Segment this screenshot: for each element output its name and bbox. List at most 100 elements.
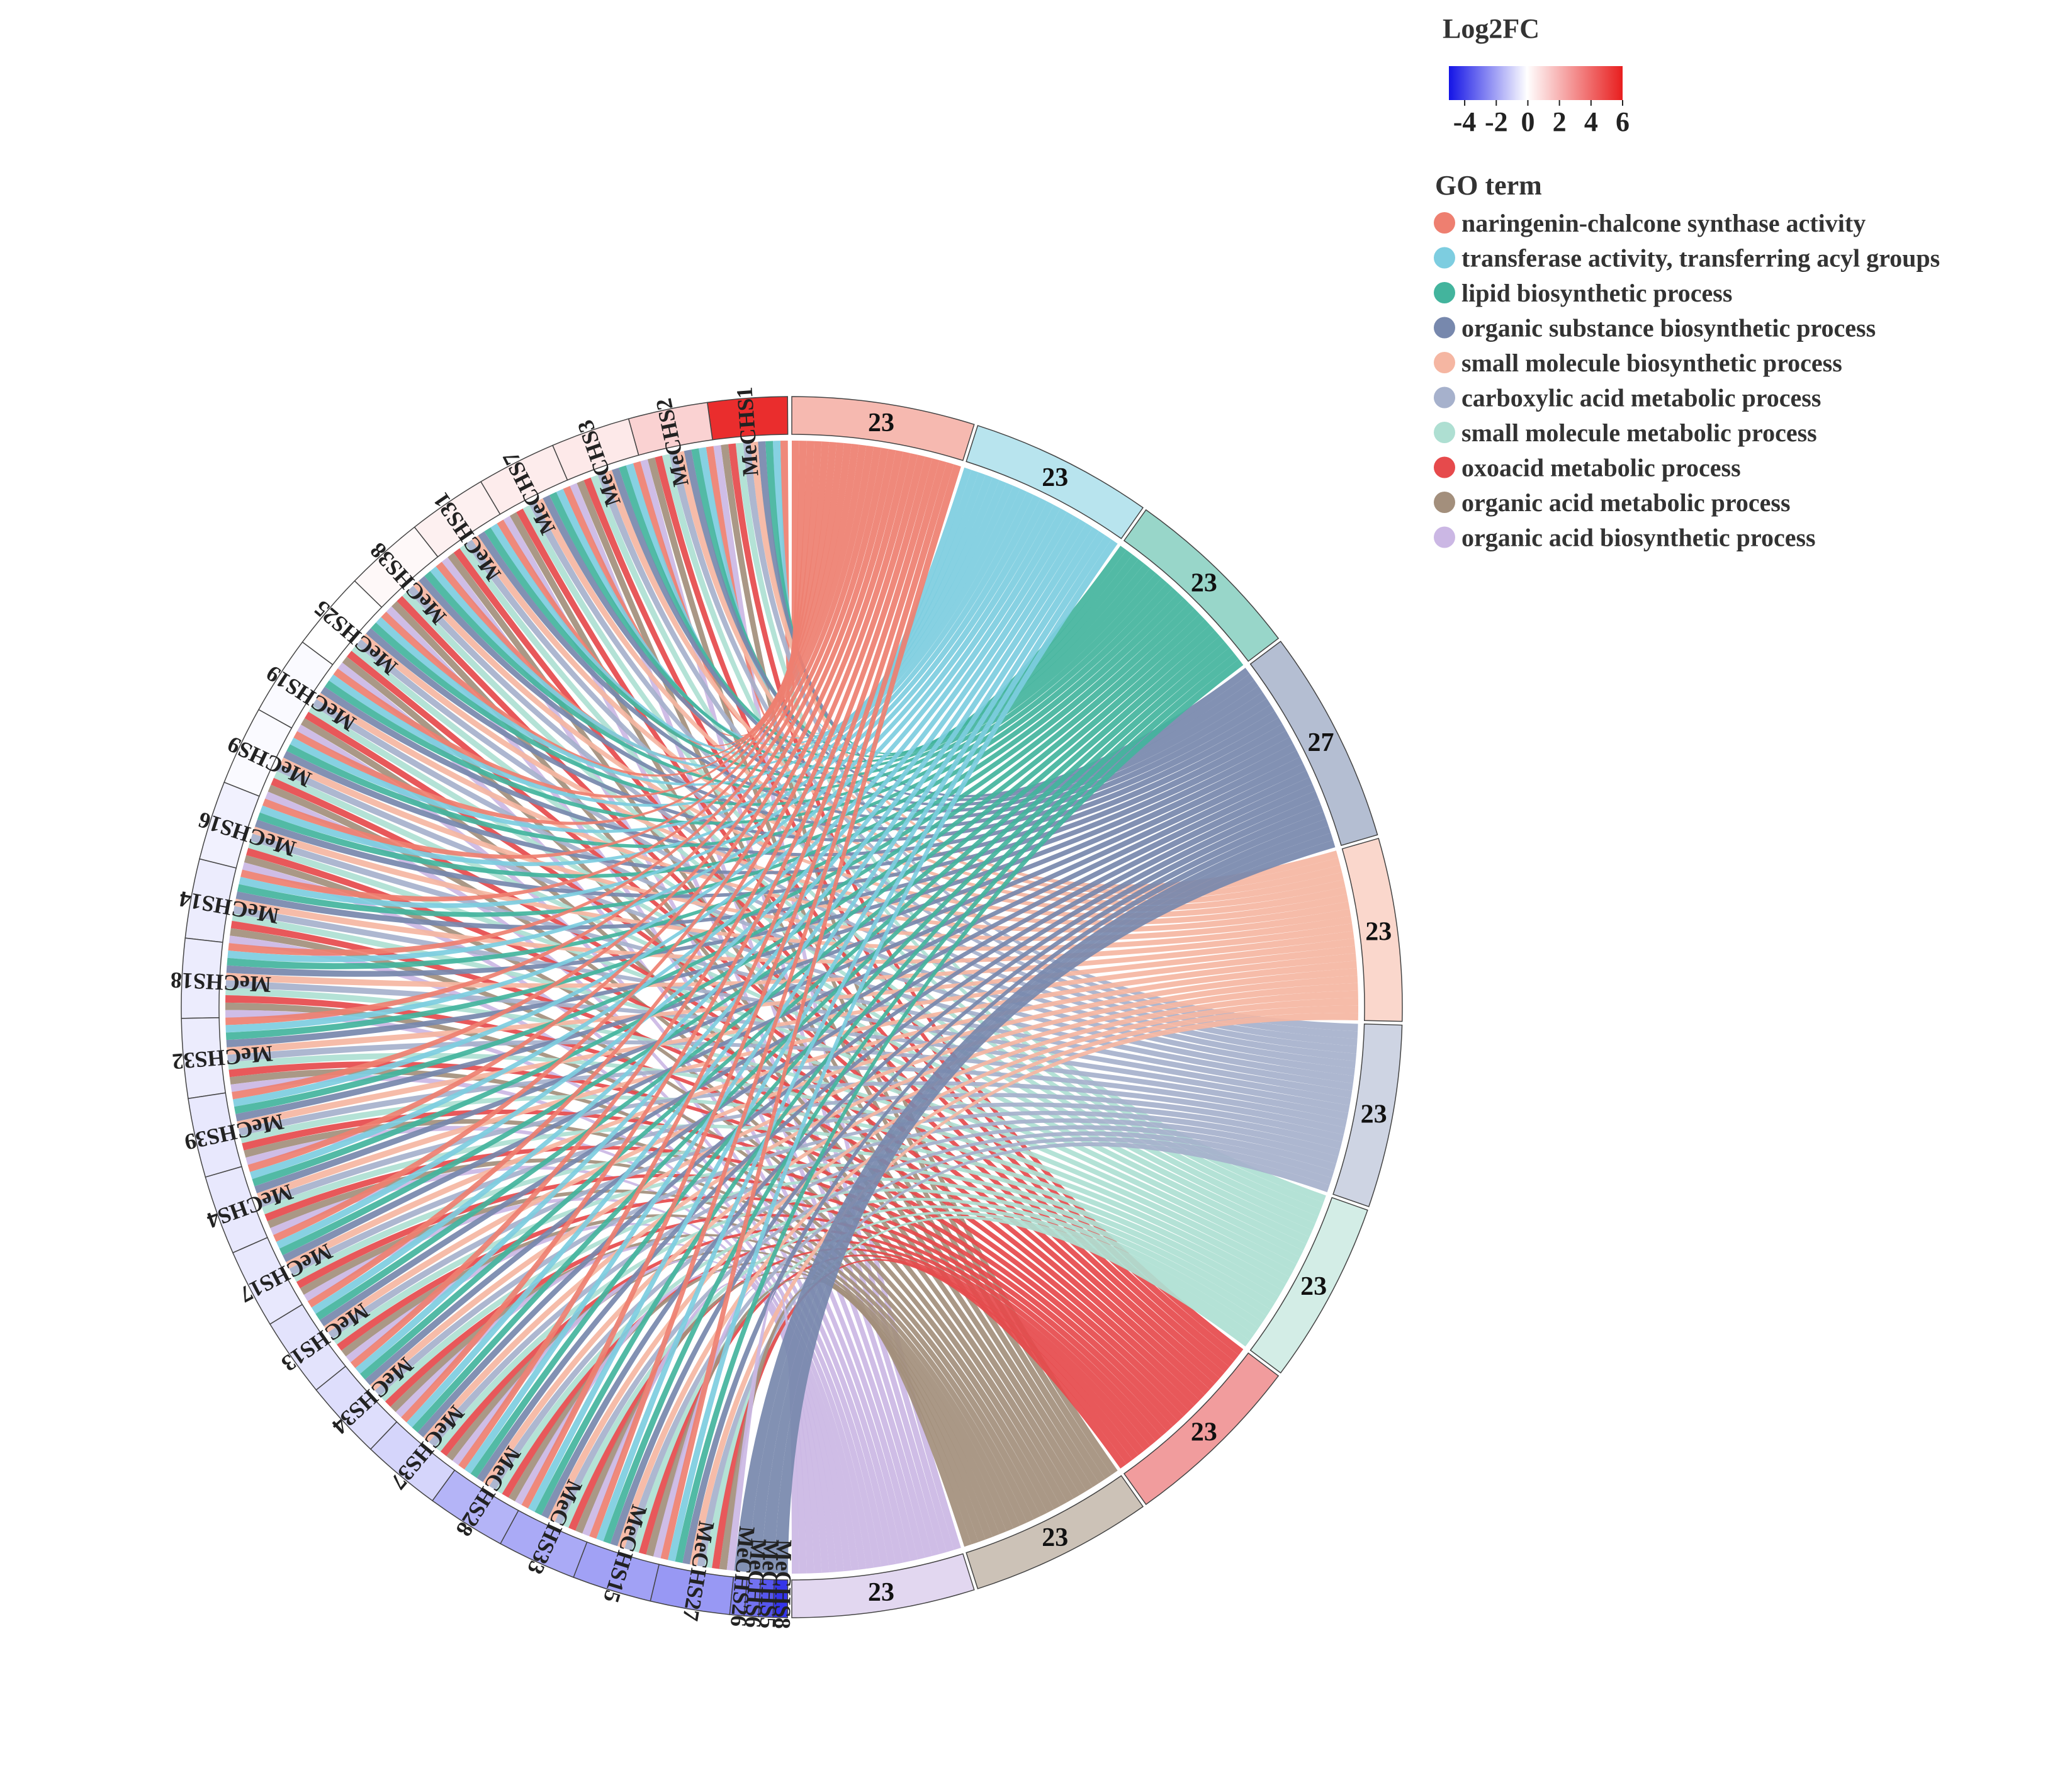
legend-swatch (1434, 386, 1455, 409)
term-arc-2 (966, 425, 1144, 539)
gene-arc-mechs32 (181, 1017, 227, 1100)
go-term-arcs (791, 396, 1403, 1618)
legend-swatch (1434, 212, 1455, 234)
term-count-label: 27 (1308, 728, 1334, 757)
legend-label: organic acid metabolic process (1461, 488, 1791, 517)
chord-ribbon (227, 1040, 1349, 1120)
gene-label: MeCHS5 (755, 1539, 784, 1630)
legend-label: organic acid biosynthetic process (1461, 524, 1816, 552)
gene-arc-mechs19 (257, 641, 334, 729)
colorbar-tick-label: -2 (1485, 106, 1508, 137)
gene-arc-mechs6 (743, 1577, 762, 1618)
gene-arc-mechs27 (650, 1564, 735, 1615)
term-arc-6 (1332, 1023, 1403, 1207)
gene-arc-mechs39 (188, 1092, 242, 1178)
chord-ribbon (226, 930, 1354, 988)
colorbar-tick-label: 4 (1584, 106, 1598, 137)
colorbar (1449, 66, 1623, 100)
gene-arc-mechs38 (354, 526, 439, 608)
term-count-label: 23 (1361, 1100, 1387, 1129)
term-arc-10 (791, 1553, 975, 1618)
chord-ribbon (274, 770, 1303, 1258)
term-arc-9 (966, 1475, 1144, 1589)
chord-ribbon (385, 1214, 1156, 1446)
gene-arc-mechs17 (232, 1237, 303, 1325)
gene-arc-mechs13 (269, 1304, 347, 1391)
legend-swatch (1434, 317, 1455, 339)
chord-ribbon (252, 826, 1353, 951)
legend-label: lipid biosynthetic process (1461, 279, 1732, 307)
chord-ribbon (484, 527, 1151, 779)
gene-arc-mechs8 (772, 1579, 789, 1618)
gene-arc-mechs25 (301, 580, 383, 665)
chord-ribbon (360, 630, 1220, 1380)
gene-arc-mechs26 (729, 1576, 748, 1616)
chord-ribbon (346, 650, 1215, 1390)
gene-arc-mechs7 (480, 444, 568, 515)
term-arc-5 (1341, 837, 1403, 1022)
chord-ribbon (563, 441, 822, 737)
gene-arc-mechs18 (181, 937, 223, 1019)
legend-label: small molecule metabolic process (1461, 419, 1817, 447)
gene-arc-mechs33 (500, 1509, 588, 1578)
legend-label: small molecule biosynthetic process (1461, 349, 1842, 377)
legend-swatch (1434, 282, 1455, 303)
gene-arc-mechs34 (315, 1365, 398, 1450)
gene-arc-mechs4 (205, 1166, 268, 1254)
term-arc-7 (1249, 1197, 1368, 1374)
gene-arc-mechs31 (414, 481, 501, 558)
term-arc-8 (1123, 1352, 1280, 1506)
chord-ribbon (726, 1289, 799, 1574)
chord-ribbon (235, 730, 1290, 930)
chord-ribbon (328, 1102, 1343, 1339)
legend-swatch (1434, 422, 1455, 443)
legend-label: carboxylic acid metabolic process (1461, 384, 1821, 412)
chord-ribbon (279, 757, 1351, 941)
term-count-label: 23 (868, 1578, 894, 1607)
legend-swatch (1434, 526, 1455, 548)
term-count-label: 23 (868, 409, 894, 437)
term-count-label: 23 (1042, 463, 1068, 492)
gene-arc-mechs1 (706, 396, 789, 441)
gene-label: MeCHS18 (170, 967, 272, 998)
colorbar-title: Log2FC (1443, 13, 1540, 44)
legend-swatch (1434, 247, 1455, 269)
chord-ribbon (270, 1166, 859, 1570)
colorbar-tick-label: -4 (1453, 106, 1477, 137)
chord-ribbons (225, 441, 1358, 1574)
colorbar-tick-label: 6 (1616, 106, 1630, 137)
chord-ribbon (267, 1158, 1027, 1526)
term-count-label: 23 (1191, 569, 1217, 598)
term-arc-4 (1249, 640, 1378, 847)
term-count-label: 23 (1300, 1272, 1327, 1301)
chord-ribbon (464, 527, 1100, 1474)
chord-ribbon (582, 1280, 814, 1574)
legend-label: transferase activity, transferring acyl … (1461, 244, 1940, 273)
chord-ribbon (509, 512, 1100, 1487)
go-legend-title: GO term (1435, 170, 1542, 201)
gene-arc-mechs9 (223, 709, 293, 797)
gene-arc-mechs3 (552, 418, 639, 481)
term-arc-1 (791, 396, 975, 461)
gene-arc-mechs16 (199, 781, 260, 869)
chord-ribbon (490, 477, 1000, 757)
term-count-label: 23 (1042, 1523, 1068, 1552)
legend-swatch (1434, 492, 1455, 513)
legend-label: oxoacid metabolic process (1461, 454, 1741, 482)
legend-label: naringenin-chalcone synthase activity (1461, 209, 1866, 237)
chord-ribbon (589, 462, 954, 1539)
legend-swatch (1434, 352, 1455, 373)
chord-ribbon (283, 764, 1307, 1263)
gene-arcs (181, 396, 789, 1618)
gene-label: MeCHS6 (740, 1538, 771, 1628)
chord-ribbon (237, 945, 1356, 1129)
legend: Log2FC -4 -2 0 2 4 6 GO term naringenin-chalc… (1434, 13, 1940, 552)
chord-ribbon (440, 1227, 1151, 1457)
legend-label: organic substance biosynthetic process (1461, 314, 1876, 342)
chord-ribbon (237, 593, 1184, 917)
chord-ribbon (761, 833, 1333, 1574)
term-arc-3 (1123, 509, 1280, 662)
gene-arc-mechs37 (369, 1421, 456, 1502)
colorbar-tick-label: 0 (1521, 106, 1534, 137)
